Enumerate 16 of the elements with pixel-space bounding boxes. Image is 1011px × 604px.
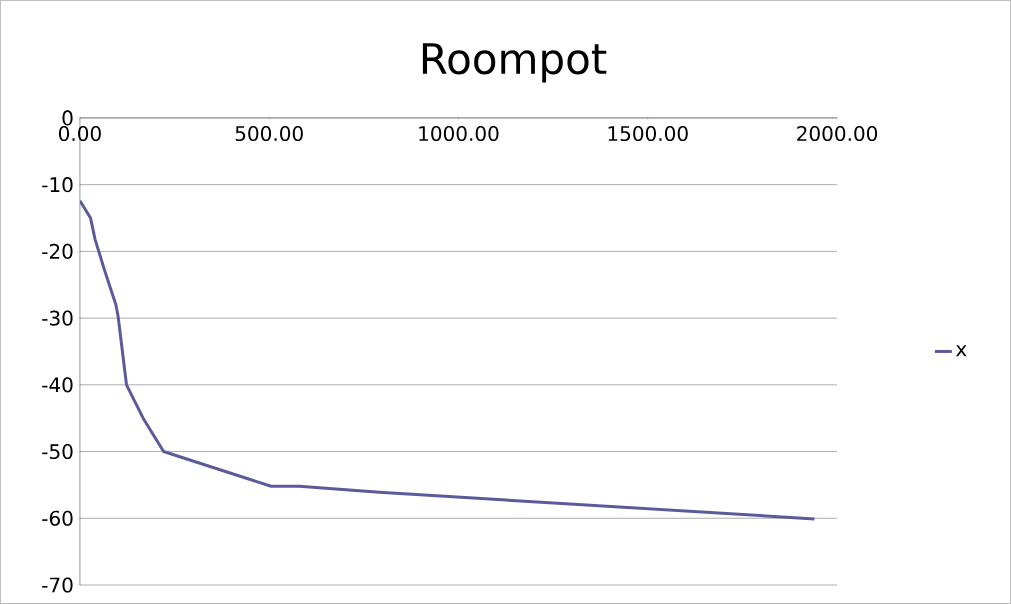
y-tick-label: -20 xyxy=(42,243,73,259)
y-tick-label: -60 xyxy=(42,510,73,526)
legend-label: x xyxy=(955,345,967,357)
y-tick-label: -10 xyxy=(42,177,73,193)
chart-title: Roompot xyxy=(422,43,607,83)
y-tick-label: -50 xyxy=(42,444,73,460)
y-tick-label: -40 xyxy=(42,377,73,393)
x-tick-label: 1500.00 xyxy=(608,125,688,142)
x-tick-label: 1000.00 xyxy=(419,125,499,142)
x-tick-label: 0.00 xyxy=(58,125,101,142)
line-series xyxy=(79,199,816,521)
y-tick-label: 0 xyxy=(62,110,73,126)
y-tick-label: -30 xyxy=(42,310,73,326)
y-tick-label: -70 xyxy=(42,577,73,593)
x-tick-label: 2000.00 xyxy=(797,125,878,142)
x-tick-label: 500.00 xyxy=(235,125,303,142)
